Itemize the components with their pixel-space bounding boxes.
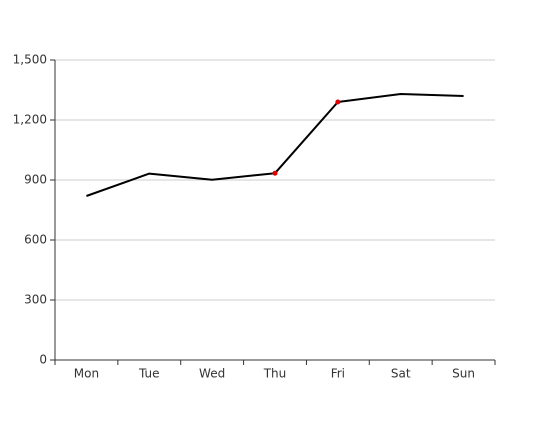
y-tick-label: 300 — [24, 293, 47, 307]
x-tick-label: Mon — [74, 367, 99, 381]
x-tick-label: Tue — [138, 367, 160, 381]
point-marker — [335, 99, 341, 105]
y-tick-label: 0 — [39, 353, 47, 367]
x-tick-label: Sun — [452, 367, 475, 381]
y-tick-label: 1,200 — [13, 113, 47, 127]
point-marker — [272, 170, 278, 176]
x-tick-label: Wed — [199, 367, 225, 381]
y-tick-label: 1,500 — [13, 53, 47, 67]
line — [86, 93, 464, 197]
y-tick-label: 600 — [24, 233, 47, 247]
x-tick-label: Fri — [331, 367, 345, 381]
x-tick-label: Sat — [391, 367, 411, 381]
x-tick-label: Thu — [263, 367, 287, 381]
y-tick-label: 900 — [24, 173, 47, 187]
